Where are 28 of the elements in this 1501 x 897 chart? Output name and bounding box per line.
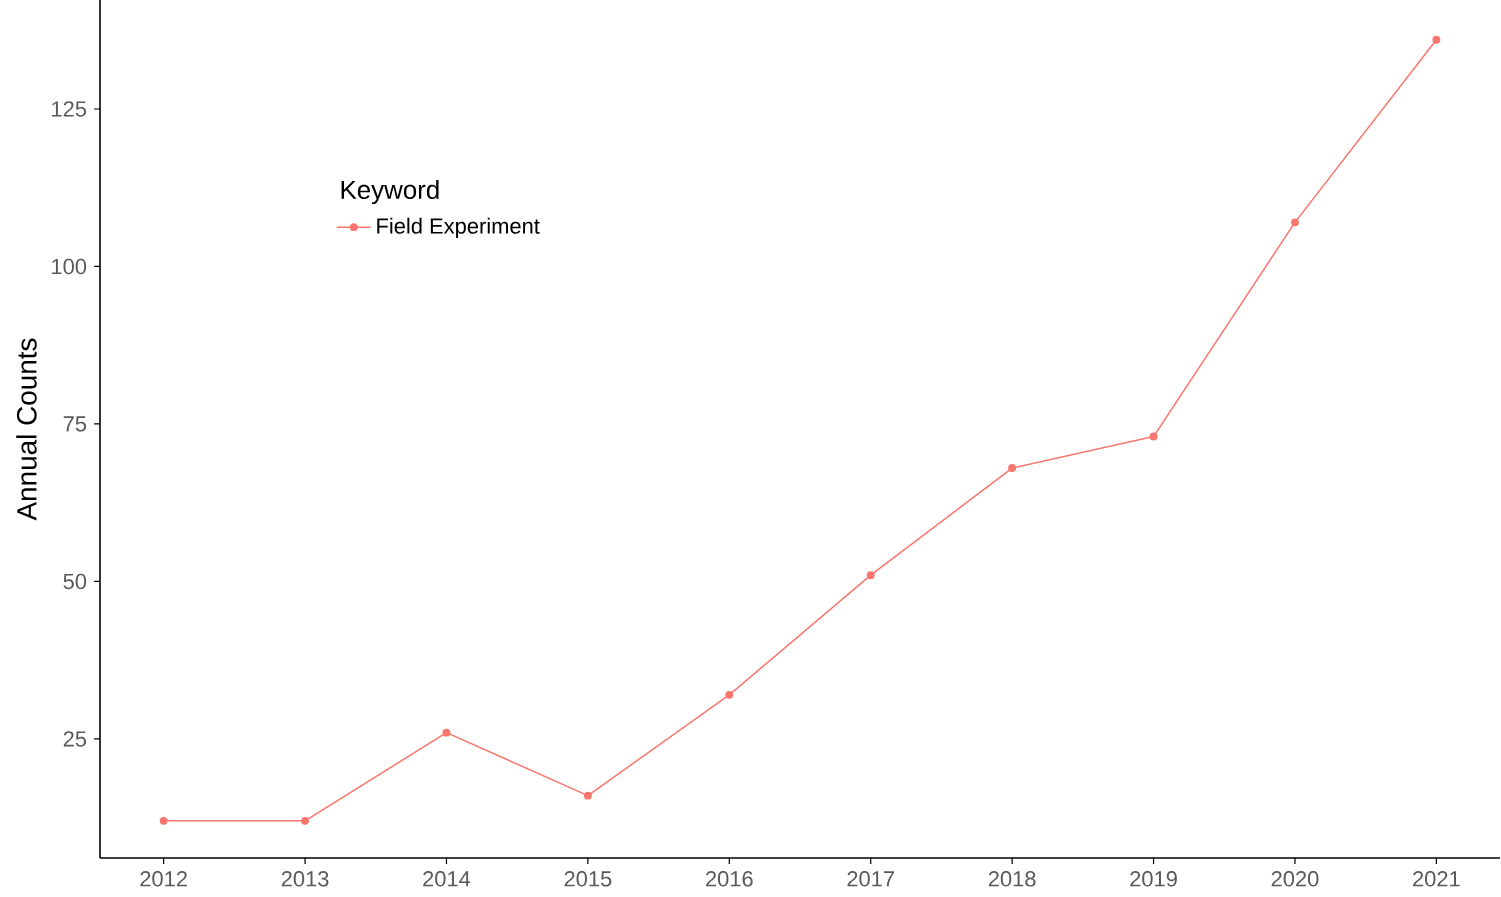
x-tick-label: 2016 — [706, 871, 753, 887]
y-tick-label: 50 — [63, 573, 87, 590]
x-tick-label: 2019 — [1130, 871, 1177, 887]
point — [583, 791, 592, 800]
y-tick-label: 25 — [63, 731, 87, 747]
legend-title: Keyword — [341, 179, 439, 205]
x-tick-label: 2012 — [140, 871, 187, 887]
x-tick-label: 2015 — [564, 871, 612, 887]
point — [442, 728, 451, 737]
y-tick-label: 75 — [63, 416, 87, 432]
point — [1291, 218, 1299, 227]
point — [1149, 432, 1158, 441]
point — [1432, 35, 1441, 44]
point — [301, 816, 309, 825]
x-tick-label: 2021 — [1413, 871, 1460, 887]
x-tick-label: 2018 — [988, 871, 1036, 887]
point — [866, 571, 875, 580]
y-tick-label: 125 — [52, 101, 87, 117]
legend-label: Field Experiment — [377, 217, 540, 239]
x-tick-label: 2017 — [847, 871, 894, 887]
x-tick-label: 2013 — [281, 871, 329, 887]
point — [1008, 464, 1017, 472]
x-tick-label: 2020 — [1271, 871, 1319, 887]
point — [159, 816, 168, 825]
y-axis-title: Annual Counts — [16, 338, 37, 521]
y-tick-label: 100 — [52, 258, 87, 275]
x-tick-label: 2014 — [423, 871, 471, 887]
point — [725, 690, 734, 699]
